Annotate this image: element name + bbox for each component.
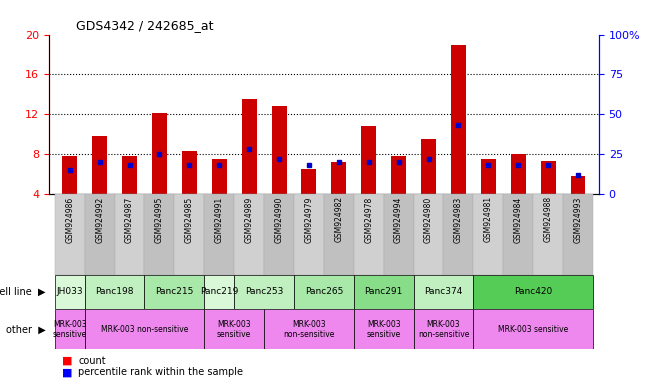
Bar [271,106,286,194]
Bar [413,309,473,349]
Text: GDS4342 / 242685_at: GDS4342 / 242685_at [76,19,214,32]
Bar [234,194,264,275]
Text: GSM924994: GSM924994 [394,196,403,243]
Text: GSM924984: GSM924984 [514,196,523,243]
Bar [473,194,503,275]
Text: GSM924989: GSM924989 [245,196,254,243]
Bar [85,194,115,275]
Bar [55,309,85,349]
Bar [242,99,256,194]
Bar [570,176,585,194]
Text: GSM924979: GSM924979 [305,196,313,243]
Bar [353,309,413,349]
Bar [563,194,593,275]
Bar [383,194,413,275]
Bar [294,275,353,309]
Text: GSM924986: GSM924986 [65,196,74,243]
Bar [443,194,473,275]
Text: GSM924992: GSM924992 [95,196,104,243]
Bar [85,275,145,309]
Bar [473,309,593,349]
Bar [540,161,555,194]
Text: Panc253: Panc253 [245,287,283,296]
Text: MRK-003 sensitive: MRK-003 sensitive [498,325,568,334]
Text: MRK-003
sensitive: MRK-003 sensitive [217,319,251,339]
Bar [62,156,77,194]
Text: percentile rank within the sample: percentile rank within the sample [78,367,243,377]
Text: Panc265: Panc265 [305,287,343,296]
Bar [55,194,85,275]
Bar [204,194,234,275]
Bar [331,162,346,194]
Bar [301,169,316,194]
Text: ■: ■ [62,367,72,377]
Bar [353,194,383,275]
Text: MRK-003
non-sensitive: MRK-003 non-sensitive [418,319,469,339]
Text: GSM924987: GSM924987 [125,196,134,243]
Text: GSM924980: GSM924980 [424,196,433,243]
Text: Panc291: Panc291 [365,287,403,296]
Bar [451,45,466,194]
Text: count: count [78,356,105,366]
Bar [145,275,204,309]
Bar [204,309,264,349]
Bar [174,194,204,275]
Text: Panc420: Panc420 [514,287,552,296]
Bar [413,275,473,309]
Text: Panc215: Panc215 [155,287,193,296]
Bar [391,156,406,194]
Bar [511,154,525,194]
Text: MRK-003
sensitive: MRK-003 sensitive [367,319,401,339]
Bar [324,194,353,275]
Bar [212,159,227,194]
Bar [115,194,145,275]
Text: MRK-003 non-sensitive: MRK-003 non-sensitive [101,325,188,334]
Text: GSM924985: GSM924985 [185,196,194,243]
Bar [294,194,324,275]
Bar [152,113,167,194]
Text: GSM924988: GSM924988 [544,196,553,242]
Text: GSM924983: GSM924983 [454,196,463,243]
Bar [182,151,197,194]
Bar [473,275,593,309]
Text: MRK-003
non-sensitive: MRK-003 non-sensitive [283,319,335,339]
Text: MRK-003
sensitive: MRK-003 sensitive [53,319,87,339]
Text: GSM924995: GSM924995 [155,196,164,243]
Text: GSM924981: GSM924981 [484,196,493,242]
Bar [264,194,294,275]
Text: GSM924978: GSM924978 [364,196,373,243]
Bar [481,159,496,194]
Text: ■: ■ [62,356,72,366]
Bar [503,194,533,275]
Text: GSM924990: GSM924990 [275,196,284,243]
Bar [264,309,353,349]
Text: GSM924991: GSM924991 [215,196,224,243]
Text: GSM924982: GSM924982 [335,196,343,242]
Text: Panc198: Panc198 [95,287,134,296]
Bar [421,139,436,194]
Bar [145,194,174,275]
Bar [92,136,107,194]
Bar [533,194,563,275]
Text: Panc374: Panc374 [424,287,463,296]
Text: JH033: JH033 [57,287,83,296]
Text: GSM924993: GSM924993 [574,196,583,243]
Bar [413,194,443,275]
Bar [234,275,294,309]
Bar [122,156,137,194]
Bar [55,275,85,309]
Bar [85,309,204,349]
Bar [361,126,376,194]
Text: other  ▶: other ▶ [6,324,46,334]
Bar [353,275,413,309]
Bar [204,275,234,309]
Text: Panc219: Panc219 [200,287,238,296]
Text: cell line  ▶: cell line ▶ [0,287,46,297]
